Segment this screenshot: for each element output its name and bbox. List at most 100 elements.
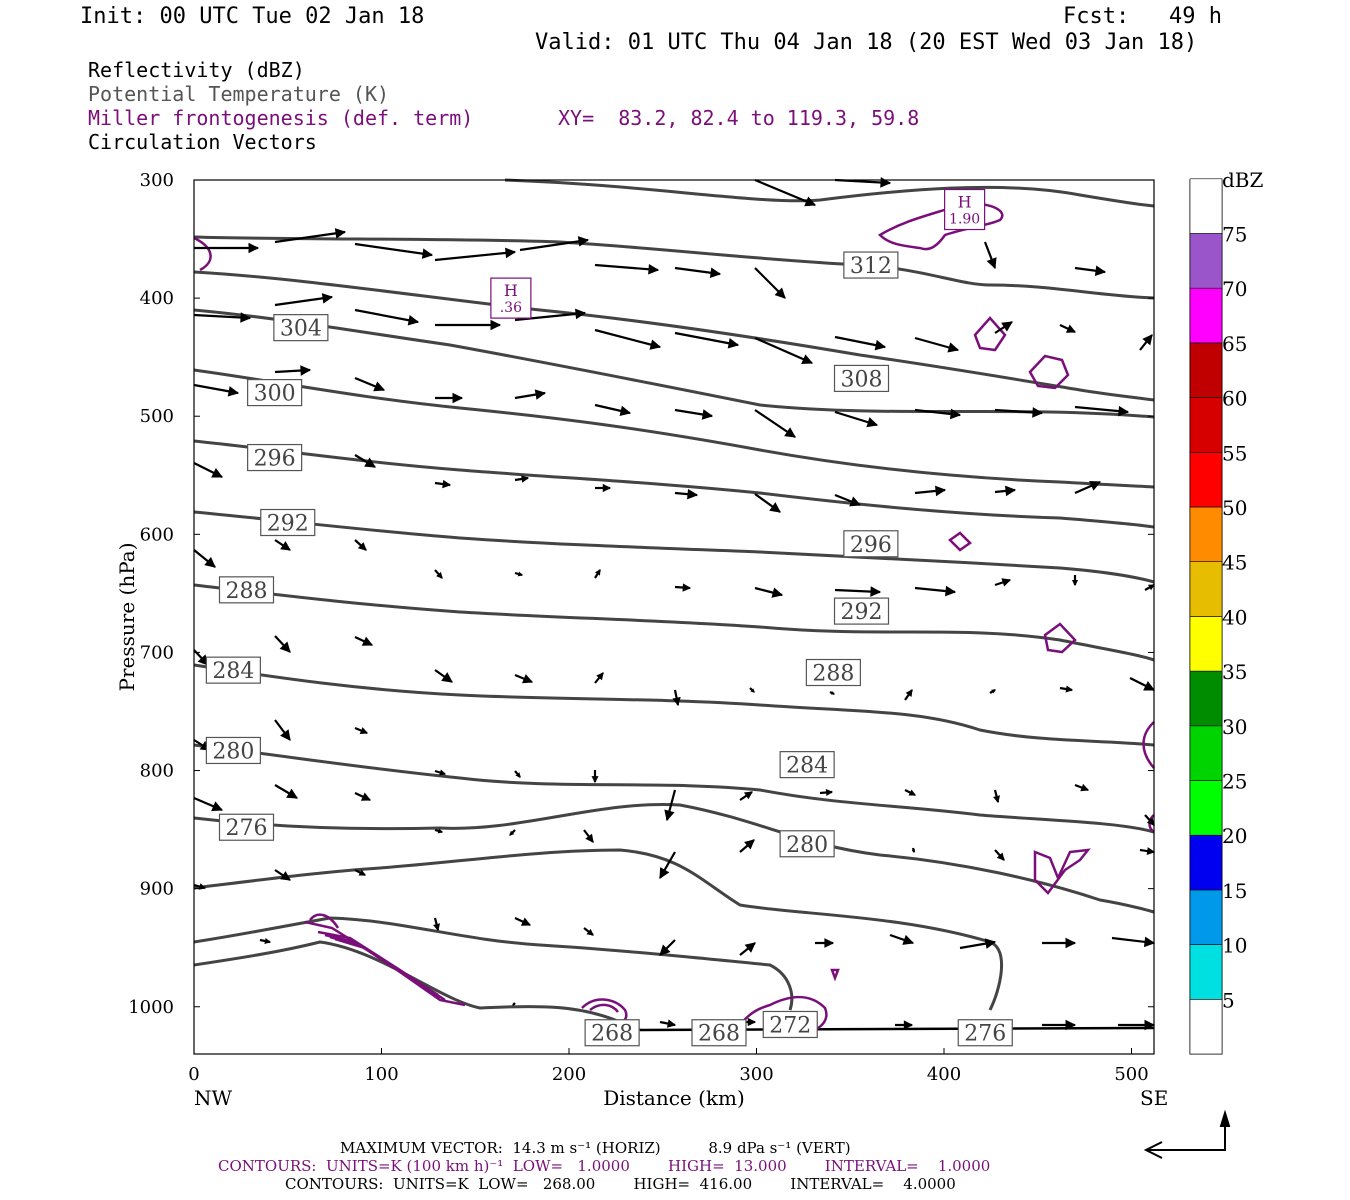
plot-frame [193, 179, 1155, 1055]
vector-arrowhead [441, 672, 453, 683]
frontogenesis-contour [193, 236, 212, 272]
vector-arrowhead [911, 849, 916, 854]
frontogenesis-contour [589, 1003, 619, 1013]
vector-arrowhead [280, 541, 291, 551]
circulation-vector [594, 263, 659, 272]
vector-arrowhead [1118, 405, 1130, 417]
x-tick-label: 100 [364, 1064, 398, 1085]
vector-arrowhead [870, 586, 882, 597]
vector-arrowhead [1146, 847, 1156, 855]
theta-label-box [779, 751, 835, 779]
vector-arrowhead [747, 1017, 757, 1027]
circulation-vector [519, 238, 589, 252]
theta-label-box [247, 443, 303, 472]
frontogenesis-contour [739, 995, 828, 1032]
vector-arrowhead [227, 386, 240, 397]
vector-arrowhead [1143, 936, 1156, 948]
vector-arrowhead [880, 177, 892, 188]
theta-label-box [218, 576, 275, 604]
circulation-vector [754, 178, 816, 207]
frontogenesis-contour [334, 937, 436, 995]
y-axis: 300 400 500 600 700 800 900 1000 [128, 170, 1154, 1018]
vector-arrowhead [1147, 584, 1155, 591]
frontogenesis-contour [309, 913, 340, 929]
x-axis-label: Distance (km) [603, 1086, 745, 1110]
colorbar-title: dBZ [1222, 168, 1264, 192]
y-tick-label: 600 [140, 524, 174, 545]
colorbar-segment [1189, 451, 1223, 508]
y-tick-label: 800 [140, 761, 174, 782]
vector-arrowhead [358, 869, 366, 876]
theta-label: 272 [769, 1013, 811, 1038]
vector-arrowhead [421, 248, 434, 259]
colorbar-tick-label: 50 [1222, 496, 1247, 520]
theta-label: 288 [812, 662, 854, 687]
vector-arrowhead [830, 691, 835, 695]
vector-arrowhead [1146, 817, 1155, 826]
vector-arrowhead [750, 688, 755, 693]
circulation-vectors [193, 177, 1156, 1031]
theta-label: 292 [267, 512, 309, 537]
frontogenesis-contour [830, 968, 840, 982]
vector-arrowhead [1144, 1019, 1156, 1031]
vector-arrowhead [825, 788, 834, 796]
vector-arrowhead [490, 319, 502, 331]
circulation-vector [274, 230, 346, 244]
theta-label-box [260, 508, 316, 537]
colorbar-tick-label: 60 [1222, 387, 1247, 411]
vector-arrowhead [1001, 321, 1013, 332]
vector-arrowhead [534, 389, 547, 400]
vector-arrowhead [1094, 265, 1107, 277]
theta-label: 292 [841, 600, 883, 625]
colorbar-segment [1189, 780, 1223, 836]
colorbar-tick-label: 45 [1222, 551, 1247, 575]
frontogenesis-max-box [944, 188, 986, 231]
theta-contour [193, 916, 794, 1011]
colorbar-segment [1189, 178, 1223, 234]
theta-contour [193, 743, 1155, 834]
frontogenesis-contour [973, 316, 1007, 352]
field-miller-frontogenesis: Miller frontogenesis (def. term) [88, 106, 474, 130]
theta-contour [193, 848, 1004, 1011]
theta-contour [193, 270, 1155, 402]
theta-label: 308 [841, 367, 883, 392]
theta-label-box [205, 656, 261, 684]
vector-arrowhead [1143, 681, 1155, 691]
vector-arrowhead [664, 809, 675, 822]
colorbar-segment [1189, 287, 1223, 344]
vector-arrowhead [522, 674, 534, 684]
y-tick-label: 500 [140, 406, 174, 427]
vector-arrowhead [204, 556, 216, 568]
vector-arrowhead [521, 475, 530, 483]
theta-label: 284 [212, 659, 254, 684]
colorbar-tick-label: 75 [1222, 223, 1247, 247]
vector-arrowhead [442, 479, 452, 489]
vector-arrowhead [280, 871, 291, 881]
frontogenesis-contour [1028, 354, 1070, 390]
colorbar-segment [1189, 233, 1223, 289]
theta-label: 304 [280, 317, 322, 342]
theta-label-box [843, 251, 899, 279]
vector-arrowhead [903, 1020, 914, 1030]
frontogenesis-contours [193, 202, 1155, 1032]
colorbar-tick-label: 5 [1222, 988, 1235, 1012]
colorbar-segment [1189, 561, 1223, 617]
vector-arrowhead [280, 729, 291, 741]
vector-arrowhead [984, 938, 997, 949]
vector-arrowhead [666, 1019, 677, 1028]
colorbar-segment [1189, 725, 1223, 781]
vector-arrowhead [659, 944, 671, 956]
colorbar-segment [1189, 616, 1223, 672]
colorbar-tick-label: 55 [1222, 441, 1247, 465]
theta-contour-info: CONTOURS: UNITS=K LOW= 268.00 HIGH= 416.… [285, 1175, 956, 1193]
vector-arrowhead [602, 483, 612, 493]
vector-arrowhead [986, 257, 997, 270]
theta-label-box [957, 1019, 1013, 1047]
vector-arrowhead [509, 830, 515, 836]
theta-label-box [205, 736, 261, 765]
vector-arrowhead [436, 571, 443, 579]
colorbar-segment [1189, 397, 1223, 453]
init-time: Init: 00 UTC Tue 02 Jan 18 [80, 4, 425, 29]
circulation-vector [514, 311, 586, 322]
theta-label: 268 [698, 1022, 740, 1047]
